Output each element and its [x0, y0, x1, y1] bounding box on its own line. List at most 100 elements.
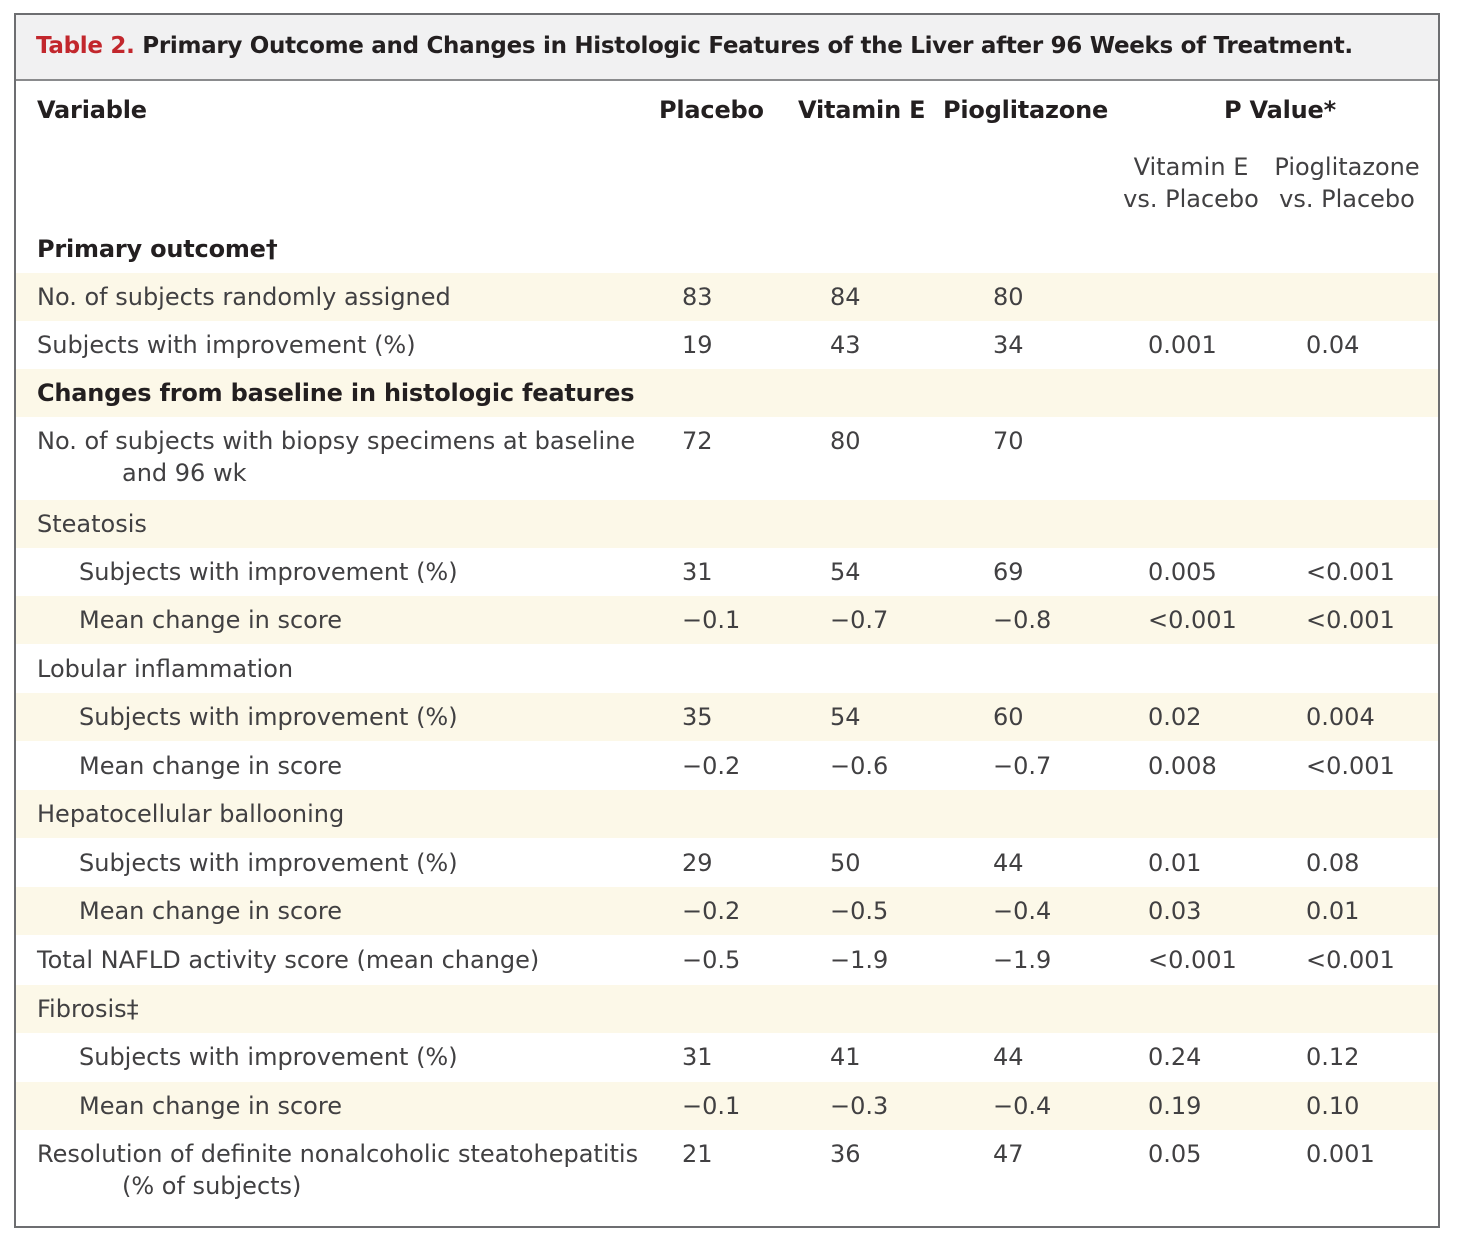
cell-p-pioglitazone: 0.004 [1306, 703, 1375, 731]
cell-pioglitazone: 70 [993, 427, 1024, 455]
table-row: Subjects with improvement (%) 31 41 44 0.24 0… [16, 1033, 1438, 1081]
cell-pioglitazone: 44 [993, 849, 1024, 877]
header-p-value: P Value* [1224, 96, 1336, 124]
cell-pioglitazone [993, 985, 1113, 1033]
cell-vitamin-e: −1.9 [830, 946, 889, 974]
cell-p-pioglitazone [1306, 790, 1426, 838]
table-title-bar: Table 2. Primary Outcome and Changes in … [16, 15, 1438, 81]
row-label-line1: No. of subjects with biopsy specimens at… [37, 427, 636, 455]
table-row: No. of subjects randomly assigned 83 84 80 [16, 273, 1438, 321]
cell-p-vitamin-e: 0.005 [1148, 558, 1217, 586]
cell-vitamin-e: 80 [830, 427, 861, 455]
cell-placebo [682, 500, 802, 548]
cell-placebo [682, 645, 802, 693]
cell-placebo: −0.1 [682, 1092, 741, 1120]
cell-p-vitamin-e [1148, 273, 1268, 321]
row-label: No. of subjects randomly assigned [37, 283, 451, 311]
cell-p-pioglitazone: 0.01 [1306, 897, 1360, 925]
row-label: Subjects with improvement (%) [79, 558, 458, 586]
cell-p-pioglitazone: <0.001 [1306, 558, 1395, 586]
cell-p-vitamin-e: 0.19 [1148, 1092, 1202, 1120]
table-row: Steatosis [16, 500, 1438, 548]
cell-p-pioglitazone: <0.001 [1306, 606, 1395, 634]
cell-p-vitamin-e [1148, 500, 1268, 548]
cell-p-pioglitazone [1306, 369, 1426, 417]
row-label: Steatosis [37, 510, 147, 538]
cell-vitamin-e [830, 225, 950, 273]
cell-p-pioglitazone: 0.10 [1306, 1092, 1360, 1120]
cell-placebo: 31 [682, 1043, 713, 1071]
cell-p-pioglitazone: 0.12 [1306, 1043, 1360, 1071]
row-label: Hepatocellular ballooning [37, 800, 345, 828]
cell-vitamin-e: −0.5 [830, 897, 889, 925]
subheader-vitamin-e-vs-placebo: Vitamin E vs. Placebo [1123, 153, 1259, 213]
row-label: No. of subjects with biopsy specimens at… [37, 425, 635, 489]
table-number: Table 2. [36, 33, 135, 59]
table-row: Lobular inflammation [16, 645, 1438, 693]
row-label: Mean change in score [79, 606, 342, 634]
row-label: Mean change in score [79, 1092, 342, 1120]
cell-p-vitamin-e: 0.008 [1148, 752, 1217, 780]
cell-pioglitazone: −0.7 [993, 752, 1052, 780]
table-row: Changes from baseline in histologic feat… [16, 369, 1438, 417]
row-label: Subjects with improvement (%) [79, 849, 458, 877]
cell-pioglitazone: −1.9 [993, 946, 1052, 974]
cell-placebo: −0.2 [682, 897, 741, 925]
cell-p-pioglitazone [1306, 425, 1426, 473]
cell-vitamin-e: −0.6 [830, 752, 889, 780]
table-row: Mean change in score −0.1 −0.7 −0.8 <0.001 <0… [16, 596, 1438, 644]
cell-placebo: 31 [682, 558, 713, 586]
cell-placebo [682, 790, 802, 838]
cell-p-pioglitazone [1306, 985, 1426, 1033]
row-label: Total NAFLD activity score (mean change) [37, 946, 540, 974]
cell-p-vitamin-e: 0.02 [1148, 703, 1202, 731]
table-row: Mean change in score −0.2 −0.6 −0.7 0.008 <0.… [16, 742, 1438, 790]
cell-placebo: 29 [682, 849, 713, 877]
cell-p-vitamin-e: 0.001 [1148, 331, 1217, 359]
table-frame: Table 2. Primary Outcome and Changes in … [14, 13, 1440, 1228]
cell-p-vitamin-e [1148, 425, 1268, 473]
cell-placebo: −0.1 [682, 606, 741, 634]
cell-pioglitazone: 80 [993, 283, 1024, 311]
cell-p-vitamin-e: 0.03 [1148, 897, 1202, 925]
header-placebo: Placebo [659, 96, 764, 124]
cell-placebo: 72 [682, 427, 713, 455]
cell-pioglitazone: 44 [993, 1043, 1024, 1071]
cell-p-vitamin-e: 0.05 [1148, 1140, 1202, 1168]
header-variable: Variable [37, 96, 147, 124]
cell-placebo [682, 985, 802, 1033]
cell-vitamin-e: 84 [830, 283, 861, 311]
row-label: Subjects with improvement (%) [79, 1043, 458, 1071]
cell-vitamin-e: −0.7 [830, 606, 889, 634]
table-row: Subjects with improvement (%) 19 43 34 0.001… [16, 321, 1438, 369]
table-row: No. of subjects with biopsy specimens at… [16, 417, 1438, 487]
cell-placebo: 21 [682, 1140, 713, 1168]
cell-p-vitamin-e: 0.24 [1148, 1043, 1202, 1071]
cell-vitamin-e [830, 645, 950, 693]
table-caption: Primary Outcome and Changes in Histologi… [142, 33, 1353, 59]
cell-p-pioglitazone [1306, 225, 1426, 273]
table-row: Subjects with improvement (%) 29 50 44 0.01 0… [16, 839, 1438, 887]
cell-p-pioglitazone: 0.001 [1306, 1140, 1375, 1168]
cell-placebo [682, 225, 802, 273]
cell-vitamin-e: −0.3 [830, 1092, 889, 1120]
cell-p-vitamin-e [1148, 645, 1268, 693]
cell-placebo: −0.2 [682, 752, 741, 780]
cell-vitamin-e: 41 [830, 1043, 861, 1071]
cell-p-vitamin-e [1148, 790, 1268, 838]
cell-pioglitazone [993, 225, 1113, 273]
cell-placebo [682, 369, 802, 417]
table-row: Mean change in score −0.1 −0.3 −0.4 0.19 0.10 [16, 1082, 1438, 1130]
table-row: Primary outcome† [16, 225, 1438, 273]
row-label: Subjects with improvement (%) [37, 331, 416, 359]
row-label: Fibrosis‡ [37, 995, 139, 1023]
table-row: Total NAFLD activity score (mean change)… [16, 936, 1438, 984]
row-label-line1: Resolution of definite nonalcoholic stea… [37, 1140, 639, 1168]
cell-p-pioglitazone: 0.04 [1306, 331, 1360, 359]
cell-pioglitazone: −0.4 [993, 1092, 1052, 1120]
cell-pioglitazone [993, 790, 1113, 838]
cell-vitamin-e [830, 790, 950, 838]
cell-pioglitazone: 60 [993, 703, 1024, 731]
cell-vitamin-e: 36 [830, 1140, 861, 1168]
row-label: Mean change in score [79, 897, 342, 925]
